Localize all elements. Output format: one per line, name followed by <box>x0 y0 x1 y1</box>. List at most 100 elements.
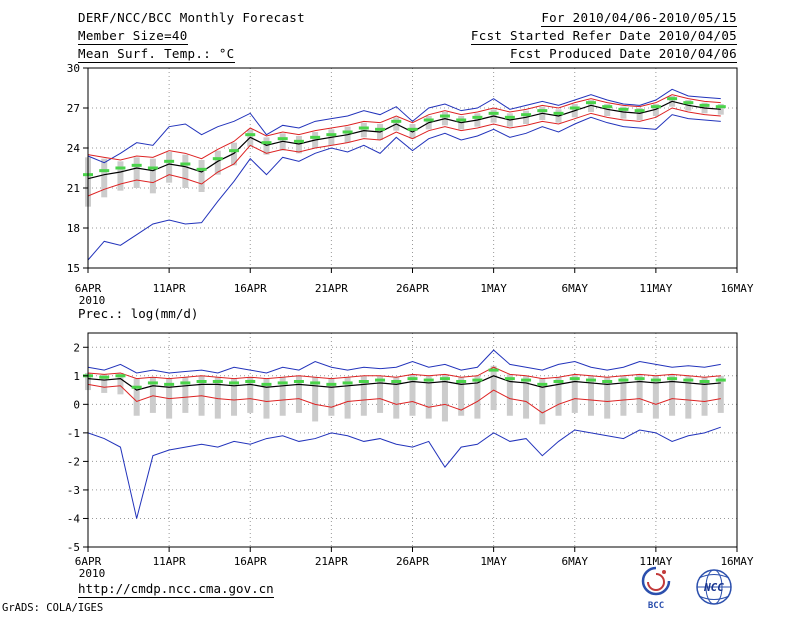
ensemble-median <box>87 375 721 391</box>
x-tick-label: 6MAY <box>562 555 589 568</box>
y-tick-label: -5 <box>67 541 80 554</box>
source-url-link[interactable]: http://cmdp.ncc.cma.gov.cn <box>78 581 274 598</box>
spread-bar <box>279 377 286 416</box>
year-label: 2010 <box>79 294 106 307</box>
x-tick-label: 26APR <box>396 282 429 295</box>
ncc-logo: NCC <box>696 569 732 605</box>
spread-bar <box>263 378 270 419</box>
spread-bar <box>539 378 546 425</box>
y-tick-label: -3 <box>67 484 80 497</box>
x-tick-label: 21APR <box>315 555 348 568</box>
y-tick-label: -1 <box>67 427 80 440</box>
spread-bar <box>587 100 594 112</box>
spread-bar <box>360 375 367 416</box>
spread-bar <box>101 374 108 393</box>
spread-bar <box>214 377 221 419</box>
member-max <box>87 349 721 374</box>
spread-bar <box>685 375 692 419</box>
spread-bar <box>490 365 497 411</box>
member-max <box>87 88 721 164</box>
spread-bar <box>328 378 335 416</box>
y-tick-label: 0 <box>73 398 80 411</box>
temperature-panel-title: Mean Surf. Temp.: °C <box>78 46 235 63</box>
plus-spread <box>87 366 721 380</box>
spread-bar <box>101 158 108 198</box>
grads-credit-label: GrADS: COLA/IGES <box>2 602 104 614</box>
x-tick-label: 11MAY <box>639 555 672 568</box>
spread-bar <box>555 377 562 416</box>
spread-bar <box>312 377 319 422</box>
spread-bar <box>604 104 611 116</box>
spread-bar <box>133 157 140 188</box>
spread-bar <box>393 377 400 419</box>
spread-bar <box>295 375 302 413</box>
minus-spread <box>87 383 721 414</box>
spread-bar <box>458 377 465 416</box>
spread-bar <box>620 375 627 416</box>
spread-bar <box>198 160 205 192</box>
x-tick-label: 11MAY <box>639 282 672 295</box>
minus-spread <box>87 107 721 197</box>
x-tick-label: 26APR <box>396 555 429 568</box>
x-tick-label: 1MAY <box>480 555 507 568</box>
y-tick-label: 30 <box>67 62 80 75</box>
forecast-range-label: For 2010/04/06-2010/05/15 <box>541 10 737 27</box>
x-tick-label: 16APR <box>234 555 267 568</box>
member-min <box>87 426 721 519</box>
y-tick-label: 1 <box>73 370 80 383</box>
page-title: DERF/NCC/BCC Monthly Forecast <box>78 10 305 25</box>
x-tick-label: 6APR <box>75 555 102 568</box>
footer-logos: BCC NCC <box>641 566 732 611</box>
x-tick-label: 1MAY <box>480 282 507 295</box>
spread-bar <box>279 133 286 151</box>
spread-bar <box>182 377 189 413</box>
year-label: 2010 <box>79 567 106 580</box>
spread-bar <box>652 375 659 419</box>
x-tick-label: 16MAY <box>720 282 753 295</box>
y-tick-label: 18 <box>67 222 80 235</box>
spread-bar <box>523 375 530 419</box>
spread-bar <box>149 158 156 194</box>
spread-bar <box>474 375 481 419</box>
spread-bar <box>717 375 724 413</box>
spread-bar <box>263 137 270 155</box>
spread-bar <box>425 375 432 419</box>
plus-spread <box>87 94 721 161</box>
spread-bar <box>360 122 367 138</box>
spread-bar <box>166 152 173 183</box>
spread-bar <box>587 375 594 416</box>
ensemble-median <box>87 100 721 180</box>
y-tick-label: -2 <box>67 455 80 468</box>
member-size-label: Member Size=40 <box>78 28 188 45</box>
ncc-logo-label: NCC <box>703 581 724 594</box>
x-tick-label: 11APR <box>153 555 186 568</box>
y-tick-label: 27 <box>67 102 80 115</box>
y-tick-label: 24 <box>67 142 81 155</box>
y-tick-label: -4 <box>67 512 81 525</box>
member-min <box>87 114 721 261</box>
temperature-panel: 15 18 21 24 27 30 6APR 11APR 16APR 21APR 26APR 1MAY… <box>67 62 754 307</box>
spread-bar <box>133 378 140 416</box>
produced-date-label: Fcst Produced Date 2010/04/06 <box>510 46 737 63</box>
x-tick-label: 16APR <box>234 282 267 295</box>
spread-bar <box>182 154 189 188</box>
x-tick-label: 16MAY <box>720 555 753 568</box>
spread-bar <box>295 136 302 154</box>
spread-bar <box>636 108 643 120</box>
x-tick-label: 6APR <box>75 282 102 295</box>
bcc-logo-label: BCC <box>648 601 664 611</box>
y-tick-label: 2 <box>73 341 80 354</box>
spread-bar <box>214 150 221 175</box>
spread-bar <box>571 374 578 413</box>
spread-bar <box>377 375 384 413</box>
refer-date-label: Fcst Started Refer Date 2010/04/05 <box>470 28 737 45</box>
spread-bar <box>117 161 124 191</box>
spread-bar <box>604 377 611 419</box>
spread-bar <box>149 377 156 413</box>
spread-bar <box>117 372 124 395</box>
spread-bar <box>701 377 708 416</box>
x-tick-label: 6MAY <box>562 282 589 295</box>
